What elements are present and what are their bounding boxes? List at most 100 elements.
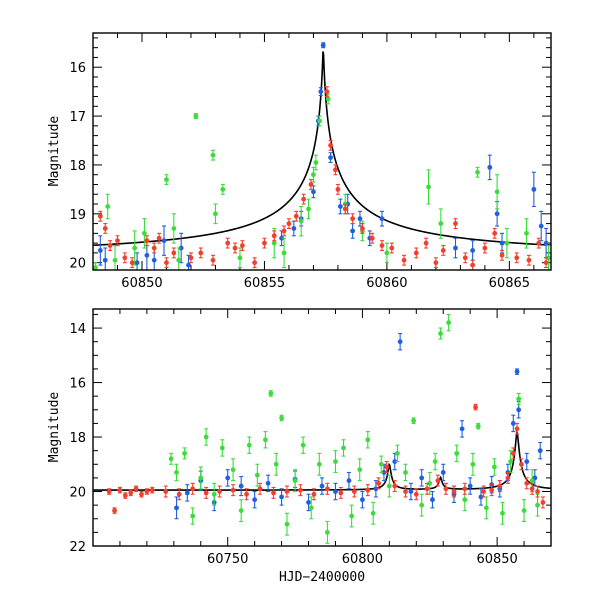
bottom-data-point [252, 490, 258, 509]
top-data-point [543, 257, 549, 269]
top-data-point [494, 174, 500, 210]
top-data-point [132, 230, 138, 266]
bottom-x-tick-label: 60800 [342, 552, 383, 567]
bottom-data-point [211, 482, 217, 506]
bottom-data-point [384, 461, 390, 473]
top-data-point [482, 242, 488, 254]
top-data-point [499, 232, 505, 254]
top-data-point [379, 240, 385, 252]
bottom-data-point [430, 490, 435, 509]
bottom-data-point [128, 489, 134, 497]
bottom-data-point [225, 469, 231, 487]
bottom-y-tick-label: 16 [69, 377, 86, 392]
top-data-point [324, 86, 330, 98]
bottom-data-point [381, 463, 387, 482]
bottom-plot-frame [92, 308, 552, 547]
bottom-data-point [122, 492, 128, 499]
bottom-data-point [149, 486, 155, 494]
top-data-point [426, 169, 431, 205]
bottom-data-point [254, 463, 260, 487]
bottom-data-point [408, 482, 414, 501]
bottom-data-point [333, 482, 338, 501]
bottom-data-point [505, 471, 511, 484]
bottom-data-point [419, 493, 425, 517]
bottom-data-point [244, 488, 249, 501]
bottom-y-axis-label: Magnitude [47, 392, 62, 463]
top-data-point [161, 225, 167, 256]
top-data-point [308, 179, 314, 190]
bottom-data-point [451, 485, 457, 498]
bottom-x-tick-label: 60750 [207, 552, 248, 567]
top-data-point [462, 252, 468, 264]
bottom-data-point [308, 496, 314, 520]
bottom-data-point [268, 390, 274, 397]
bottom-data-point [230, 484, 236, 497]
top-data-point [337, 198, 343, 215]
bottom-data-point [518, 458, 524, 471]
bottom-data-point [265, 474, 271, 493]
bottom-data-point [454, 444, 460, 463]
top-y-axis-label: Magnitude [47, 116, 62, 187]
top-data-point [164, 174, 169, 186]
bottom-data-point [163, 485, 169, 498]
top-data-point [369, 232, 375, 244]
top-data-point [320, 42, 326, 49]
top-data-point [286, 218, 292, 230]
bottom-y-tick-label: 14 [69, 322, 86, 337]
top-data-point [342, 203, 348, 215]
top-data-point [401, 254, 407, 266]
bottom-data-point [535, 485, 540, 498]
top-data-point [93, 262, 98, 270]
top-data-point [538, 210, 544, 242]
top-data-point [470, 259, 476, 270]
top-data-point [360, 223, 365, 234]
top-data-point [306, 198, 311, 220]
top-data-point [271, 230, 277, 242]
top-y-tick-label: 19 [69, 208, 86, 223]
bottom-data-point [279, 488, 284, 506]
top-data-point [142, 218, 147, 249]
top-data-point [433, 257, 439, 269]
bottom-data-point [462, 482, 468, 495]
bottom-data-point [112, 507, 117, 514]
bottom-data-point [365, 431, 371, 449]
top-data-point [220, 183, 226, 195]
bottom-data-point [217, 485, 223, 498]
top-model-curve [93, 51, 551, 247]
bottom-data-point [190, 482, 196, 495]
top-data-point [97, 210, 103, 222]
top-data-point [379, 210, 385, 227]
bottom-data-point [365, 484, 371, 497]
bottom-data-point [497, 480, 503, 493]
bottom-data-point [238, 499, 244, 523]
top-data-point [333, 164, 338, 176]
top-data-point [107, 240, 113, 252]
bottom-data-point [257, 482, 263, 495]
bottom-data-point [139, 490, 144, 498]
bottom-data-point [271, 486, 276, 499]
bottom-data-point [298, 484, 303, 497]
bottom-data-point [510, 414, 516, 433]
top-data-point [210, 149, 216, 161]
bottom-data-point [392, 480, 398, 493]
bottom-data-point [395, 444, 400, 463]
top-data-point [115, 235, 120, 247]
top-data-point [536, 237, 542, 249]
top-data-point [164, 257, 169, 269]
top-x-tick-label: 60855 [244, 276, 285, 291]
top-plot-frame [92, 32, 552, 271]
bottom-data-point [284, 485, 290, 498]
top-data-point [262, 237, 267, 249]
bottom-data-point [198, 466, 204, 490]
top-data-point [102, 247, 108, 270]
bottom-data-point [467, 477, 473, 495]
top-data-point [328, 139, 333, 151]
top-data-point [176, 247, 182, 270]
top-model-line [93, 51, 551, 247]
bottom-y-tick-label: 22 [69, 540, 86, 555]
bottom-data-point [279, 414, 284, 422]
top-data-point [291, 220, 297, 237]
bottom-data-point [500, 501, 505, 525]
top-data-point [252, 257, 258, 269]
bottom-data-point [514, 422, 520, 435]
